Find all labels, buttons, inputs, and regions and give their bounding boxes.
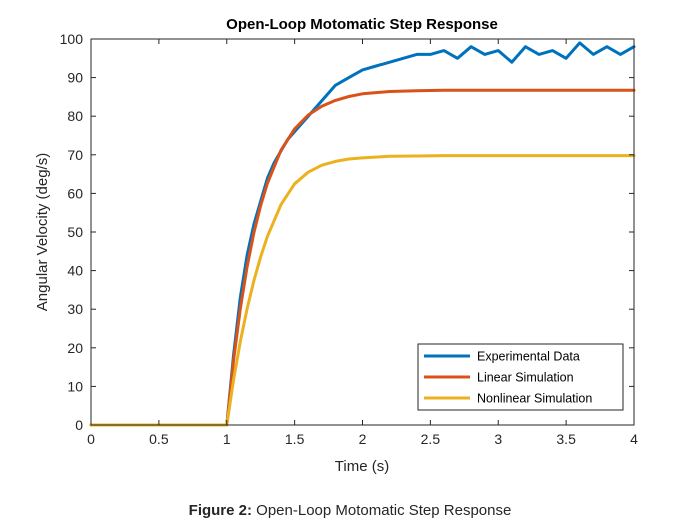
legend-entry-label: Experimental Data — [477, 350, 580, 364]
y-tick-label: 0 — [75, 417, 83, 433]
x-tick-label: 4 — [630, 431, 638, 447]
y-tick-label: 30 — [67, 301, 83, 317]
y-tick-label: 50 — [67, 224, 83, 240]
y-tick-label: 40 — [67, 263, 83, 279]
x-axis-label: Time (s) — [335, 458, 389, 475]
chart-title: Open-Loop Motomatic Step Response — [226, 16, 498, 33]
legend-entry-label: Linear Simulation — [477, 371, 574, 385]
figure-caption: Figure 2: Open-Loop Motomatic Step Respo… — [0, 502, 700, 519]
x-tick-label: 3.5 — [556, 431, 576, 447]
y-tick-label: 80 — [67, 108, 83, 124]
x-tick-label: 2.5 — [421, 431, 441, 447]
x-tick-label: 2 — [359, 431, 367, 447]
y-tick-label: 60 — [67, 185, 83, 201]
legend-entry-label: Nonlinear Simulation — [477, 392, 592, 406]
x-tick-label: 1.5 — [285, 431, 305, 447]
y-axis-label: Angular Velocity (deg/s) — [34, 153, 51, 311]
y-tick-label: 70 — [67, 147, 83, 163]
series-line-2 — [89, 88, 636, 427]
series-line-3 — [89, 154, 636, 427]
y-tick-label: 90 — [67, 70, 83, 86]
x-tick-label: 0 — [87, 431, 95, 447]
x-tick-label: 1 — [223, 431, 231, 447]
x-tick-label: 3 — [494, 431, 502, 447]
legend: Experimental Data Linear Simulation Nonlin… — [417, 343, 624, 411]
series-layer — [89, 41, 636, 427]
y-tick-label: 100 — [60, 31, 84, 47]
y-tick-label: 20 — [67, 340, 83, 356]
caption-prefix: Figure 2: — [188, 502, 252, 519]
step-response-chart: 0 0.5 1 1.5 2 2.5 3 3.5 40102030405060708090100 … — [34, 16, 638, 475]
x-tick-label: 0.5 — [149, 431, 169, 447]
caption-text: Open-Loop Motomatic Step Response — [252, 502, 512, 519]
y-tick-label: 10 — [67, 378, 83, 394]
